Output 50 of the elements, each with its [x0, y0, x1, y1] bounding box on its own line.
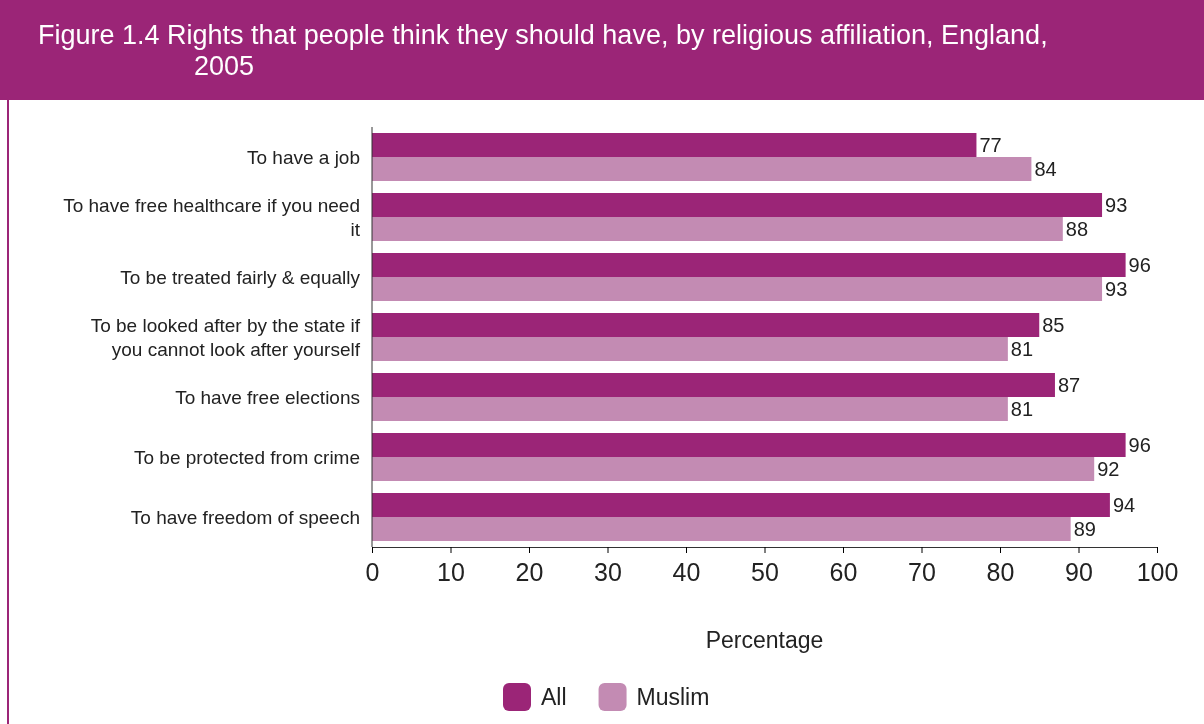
y-tick-label: To be protected from crime	[134, 447, 360, 468]
data-label: 92	[1097, 458, 1120, 480]
x-tick-label: 50	[751, 557, 779, 586]
data-label: 84	[1034, 158, 1057, 180]
bar	[372, 313, 1040, 337]
data-label: 89	[1073, 518, 1096, 540]
bar	[372, 397, 1008, 421]
bar	[372, 193, 1103, 217]
bar	[372, 253, 1126, 277]
bar	[372, 133, 977, 157]
data-label: 85	[1042, 314, 1065, 336]
data-label: 96	[1128, 254, 1151, 276]
data-label: 81	[1010, 338, 1034, 360]
bar	[372, 457, 1095, 481]
bar	[372, 517, 1071, 541]
legend-label: All	[541, 684, 567, 710]
data-label: 96	[1128, 434, 1151, 456]
bar	[372, 157, 1032, 181]
chart-title: Figure 1.4 Rights that people think they should have, by religious affiliation, England, 2005	[38, 20, 1048, 81]
data-label: 93	[1105, 194, 1128, 216]
x-tick-label: 90	[1065, 557, 1093, 586]
x-tick-label: 100	[1136, 557, 1179, 586]
x-tick-label: 60	[829, 557, 858, 586]
x-tick-label: 70	[908, 557, 936, 586]
data-label: 93	[1105, 278, 1128, 300]
y-tick-label: To be looked after by the state if you cannot look after yourself	[90, 315, 361, 360]
data-label: 88	[1065, 218, 1089, 240]
x-tick-label: 30	[594, 557, 622, 586]
bar	[372, 337, 1008, 361]
y-tick-label: To have free elections	[175, 387, 360, 408]
x-tick-label: 40	[672, 557, 701, 586]
bar	[372, 433, 1126, 457]
legend-label: Muslim	[636, 684, 710, 710]
bar	[372, 493, 1110, 517]
data-label: 77	[979, 134, 1002, 156]
data-label: 81	[1010, 398, 1034, 420]
y-tick-label: To have freedom of speech	[130, 507, 360, 528]
x-tick-label: 10	[437, 557, 465, 586]
x-axis-title: Percentage	[705, 627, 824, 653]
y-tick-label: To have a job	[246, 147, 360, 168]
bar	[372, 217, 1063, 241]
x-tick-label: 80	[986, 557, 1015, 586]
bar	[372, 277, 1103, 301]
x-tick-label: 0	[365, 557, 380, 586]
y-tick-label: To have free healthcare if you need it	[63, 195, 361, 240]
data-label: 87	[1057, 374, 1081, 396]
data-label: 94	[1112, 494, 1136, 516]
bar	[372, 373, 1055, 397]
y-tick-label: To be treated fairly & equally	[120, 267, 361, 288]
x-tick-label: 20	[515, 557, 544, 586]
